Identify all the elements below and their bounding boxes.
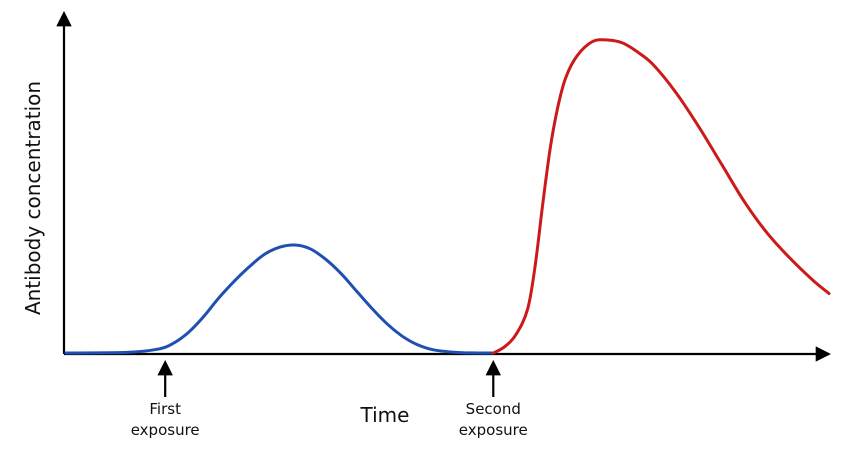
secondary-response-curve (491, 38, 831, 355)
annotation-first-exposure: First exposure (131, 359, 200, 439)
first-exposure-label-line-2: exposure (131, 421, 200, 439)
y-axis-label: Antibody concentration (21, 81, 45, 315)
annotation-second-exposure: Second exposure (459, 359, 528, 439)
x-axis-label: Time (360, 403, 410, 427)
second-exposure-label-line-1: Second (466, 400, 521, 418)
first-exposure-label-line-1: First (149, 400, 181, 418)
second-exposure-label-line-2: exposure (459, 421, 528, 439)
primary-response-curve (64, 243, 495, 355)
